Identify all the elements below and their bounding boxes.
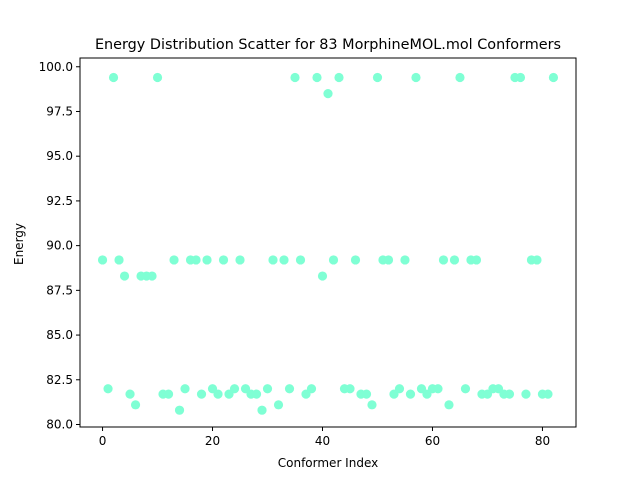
data-point [323,88,333,99]
data-point [180,384,190,394]
x-tick-label: 0 [99,434,107,448]
plot-frame [79,57,577,428]
data-point [433,384,443,394]
x-tick-label: 80 [535,434,550,448]
chart-title: Energy Distribution Scatter for 83 Morph… [95,37,561,53]
y-tick-label: 82.5 [46,373,73,387]
data-point [290,72,300,83]
data-point [367,400,377,410]
y-tick-label: 80.0 [46,417,73,431]
data-point [521,389,531,399]
data-point [114,255,124,265]
data-point [372,72,383,83]
y-tick-label: 97.5 [46,104,73,118]
data-point [345,384,355,394]
data-point [196,389,207,399]
data-point [460,384,471,394]
data-point [191,255,201,265]
data-point [284,384,295,394]
data-point [97,255,108,265]
data-point [328,255,339,265]
data-point [169,255,179,265]
x-axis-title: Conformer Index [278,456,378,470]
data-point [394,384,405,394]
data-point [262,384,273,394]
data-point [317,271,328,281]
data-point [125,389,135,399]
data-point [268,255,278,265]
y-tick-label: 92.5 [46,194,73,208]
plot-area: 0 20 40 60 80 80.0 82.5 85.0 87.5 90.0 92.5 95.0 97.… [39,57,577,448]
data-point [235,255,245,265]
data-point [334,72,344,83]
y-tick-label: 90.0 [46,239,73,253]
data-point [306,384,317,394]
data-point [504,389,515,399]
data-point [202,255,212,265]
data-point [213,389,223,399]
data-point [548,72,559,83]
data-point [312,72,322,83]
x-tick-label: 60 [425,434,440,448]
data-point [444,400,454,410]
data-point [273,400,284,410]
data-point [515,72,526,83]
y-tick-label: 85.0 [46,328,73,342]
data-point [405,389,416,399]
data-point [108,72,119,83]
y-tick-label: 87.5 [46,283,73,297]
data-point [455,72,465,83]
data-point [350,255,361,265]
data-point [449,255,460,265]
x-tick-label: 40 [315,434,330,448]
data-point [383,255,394,265]
data-point [532,255,542,265]
data-point [543,389,553,399]
data-point [361,389,372,399]
data-point [163,389,174,399]
data-point [438,255,449,265]
data-point [251,389,262,399]
y-tick-label: 95.0 [46,149,73,163]
data-point [279,255,289,265]
data-point [152,72,163,83]
x-tick-label: 20 [205,434,220,448]
data-point [218,255,229,265]
data-point [295,255,306,265]
data-point [119,271,130,281]
data-point [130,400,141,410]
y-axis-title: Energy [12,223,26,265]
data-point [411,72,421,83]
data-point [257,405,267,415]
data-point [174,405,185,415]
data-point [147,271,157,281]
data-point [103,384,113,394]
data-point [471,255,482,265]
data-point [400,255,410,265]
y-tick-label: 100.0 [39,60,73,74]
data-point [229,384,240,394]
